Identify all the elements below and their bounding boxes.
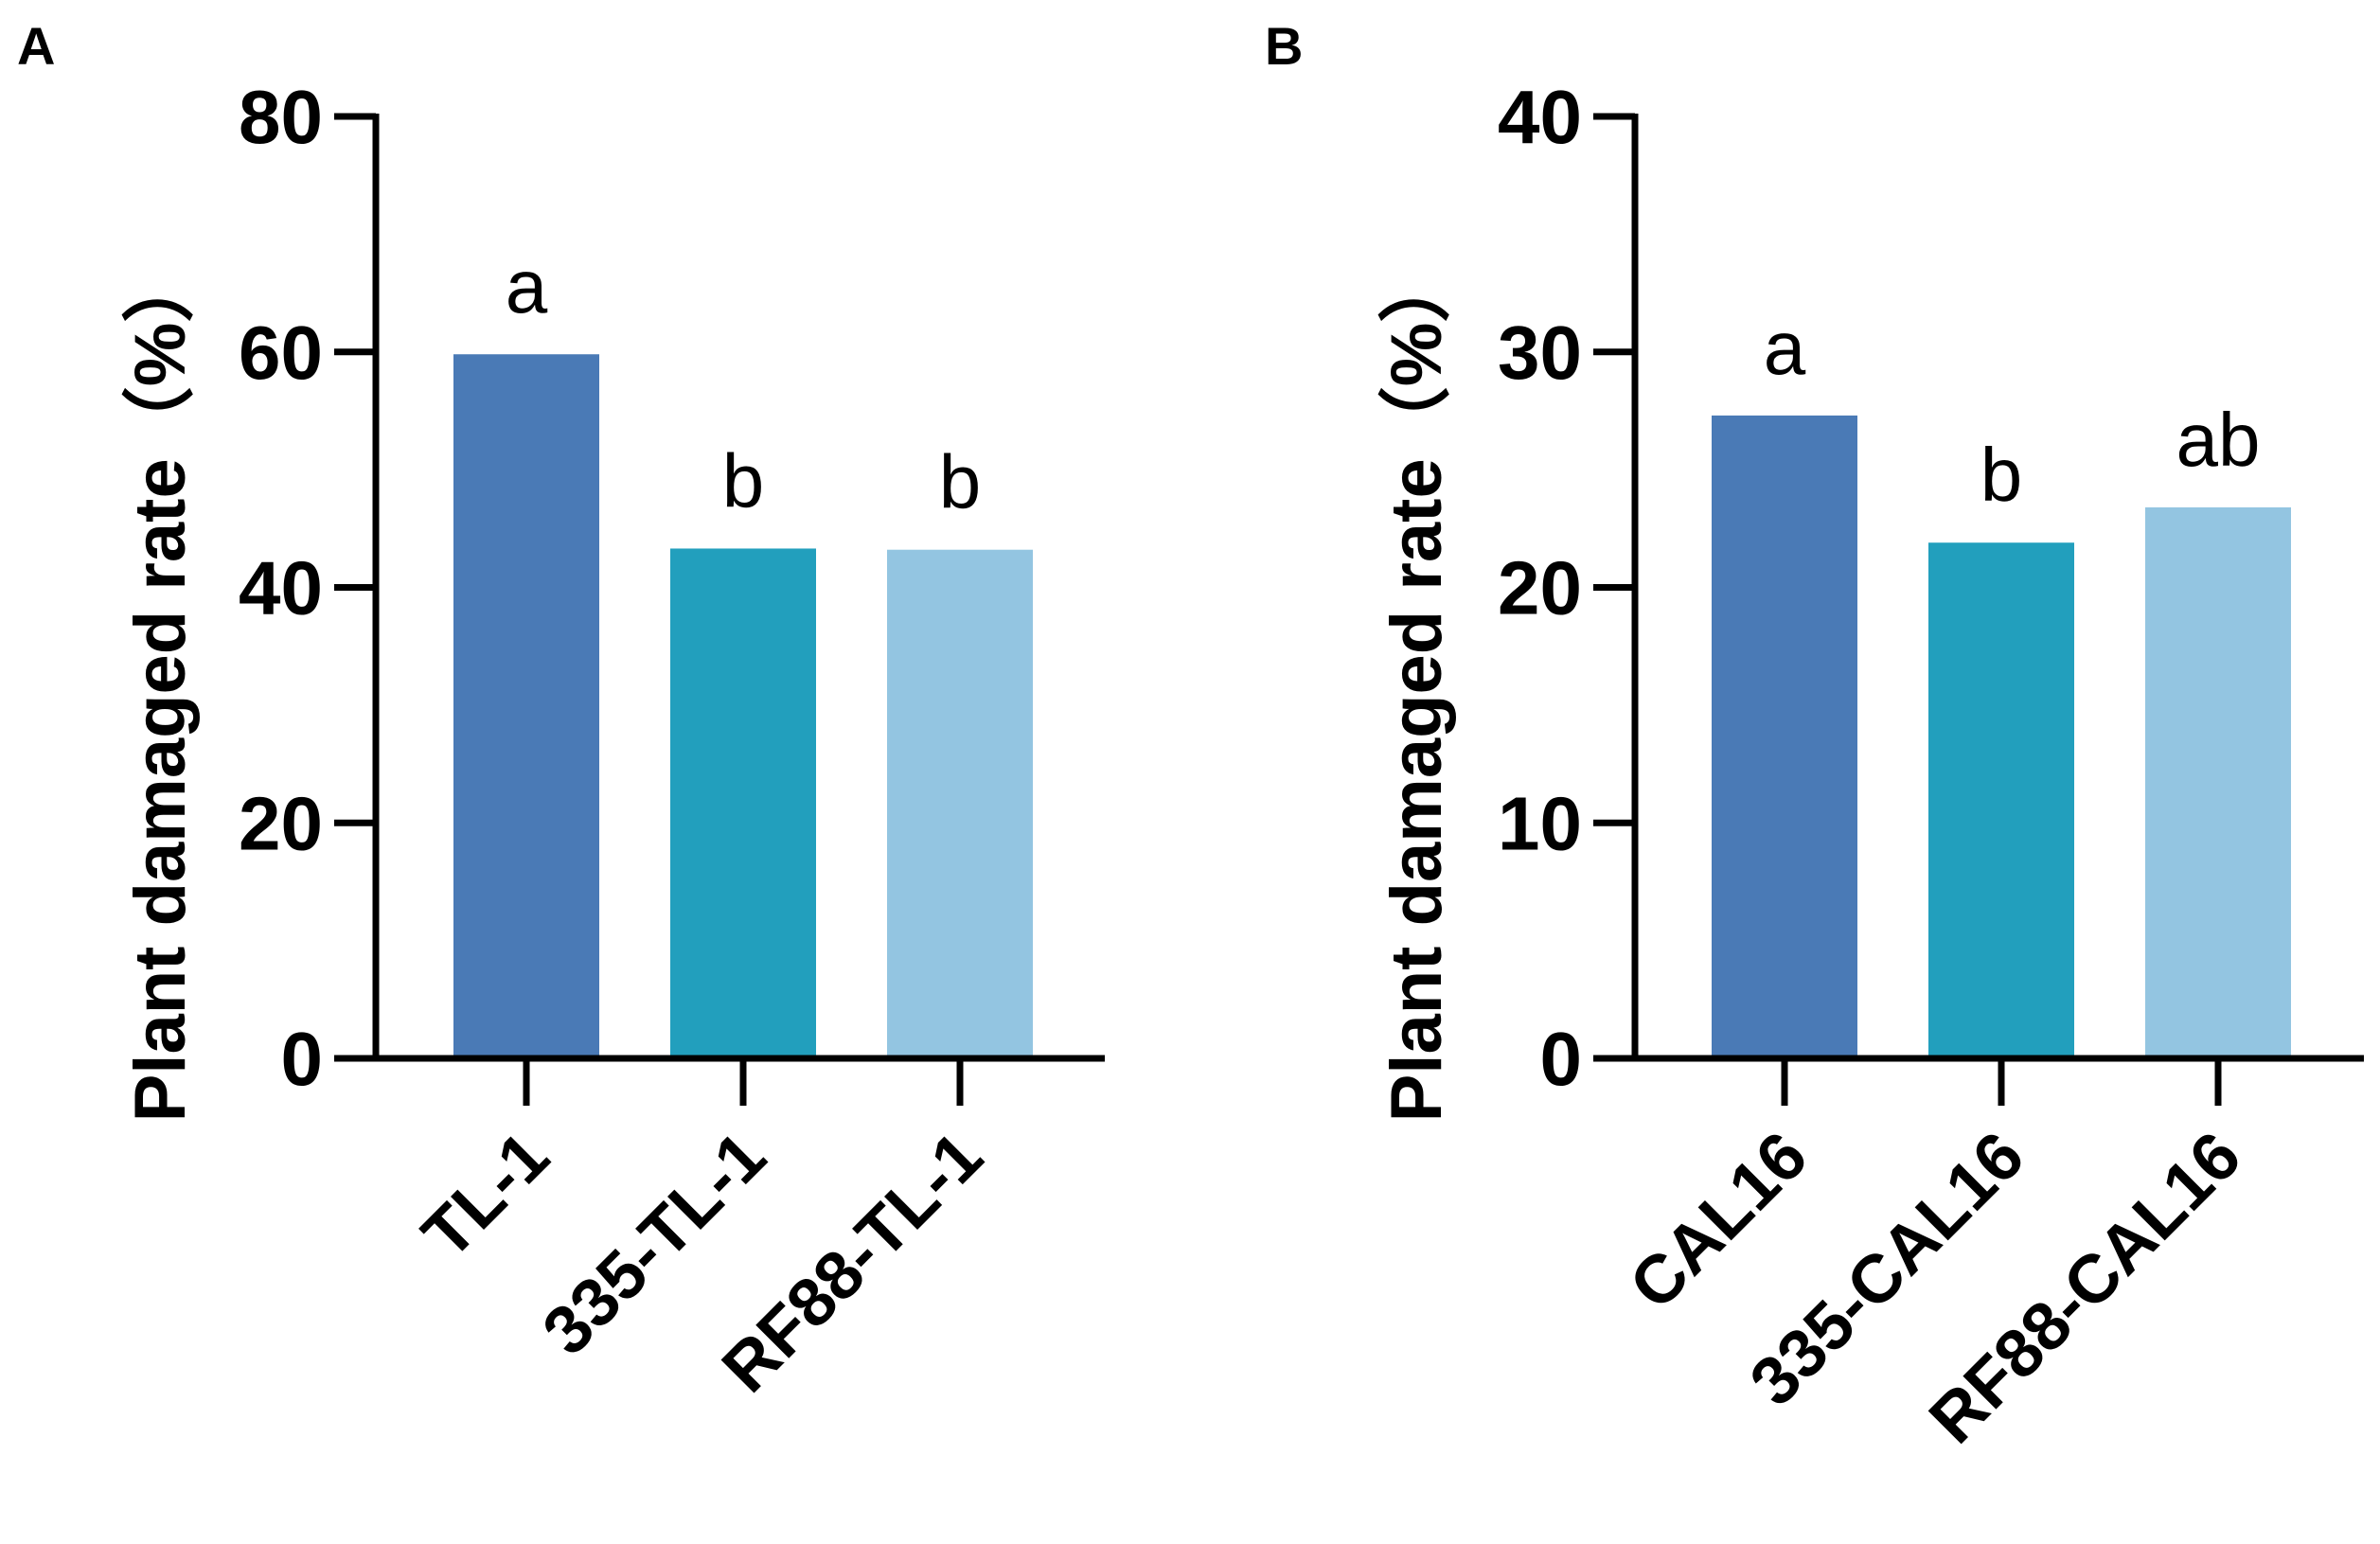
y-tick-label-b-10: 10 [1498, 781, 1582, 865]
panel-letter-a: A [17, 16, 55, 76]
bar-a-1 [453, 354, 599, 1058]
bar-a-2 [670, 548, 816, 1058]
y-tick-label-b-0: 0 [1540, 1017, 1583, 1101]
significance-label-b-3: ab [2176, 398, 2261, 482]
y-tick-label-a-0: 0 [281, 1017, 324, 1101]
bar-b-1 [1712, 415, 1857, 1059]
y-axis-title-b: Plant damaged rate（%） [1376, 251, 1457, 1123]
y-tick-label-b-40: 40 [1498, 75, 1582, 159]
panel-a: A Plant damaged rate（%） a b b 0 20 40 60 80 TL-… [17, 16, 1105, 1407]
y-tick-label-b-30: 30 [1498, 311, 1582, 395]
y-tick-label-a-80: 80 [239, 75, 323, 159]
significance-label-a-3: b [939, 440, 982, 524]
panel-letter-b: B [1265, 16, 1303, 76]
y-axis-title-a: Plant damaged rate（%） [120, 251, 201, 1123]
y-tick-label-a-20: 20 [239, 781, 323, 865]
bar-b-3 [2145, 506, 2291, 1058]
y-tick-label-a-40: 40 [239, 546, 323, 630]
category-label-a-1: TL-1 [408, 1118, 563, 1273]
bar-a-3 [887, 549, 1033, 1058]
y-tick-label-b-20: 20 [1498, 546, 1582, 630]
bars-a: a b b [453, 244, 1033, 1058]
panel-b: B Plant damaged rate（%） ab ab 010203040CA… [1265, 16, 2364, 1458]
y-tick-label-a-60: 60 [239, 311, 323, 395]
bar-b-2 [1928, 542, 2074, 1058]
significance-label-a-1: a [506, 244, 548, 328]
significance-label-b-2: b [1980, 433, 2023, 517]
significance-label-b-1: a [1764, 306, 1806, 390]
bars-b: ab ab [1712, 306, 2291, 1059]
category-label-b-1: CAL16 [1615, 1118, 1821, 1324]
significance-label-a-2: b [722, 438, 765, 523]
